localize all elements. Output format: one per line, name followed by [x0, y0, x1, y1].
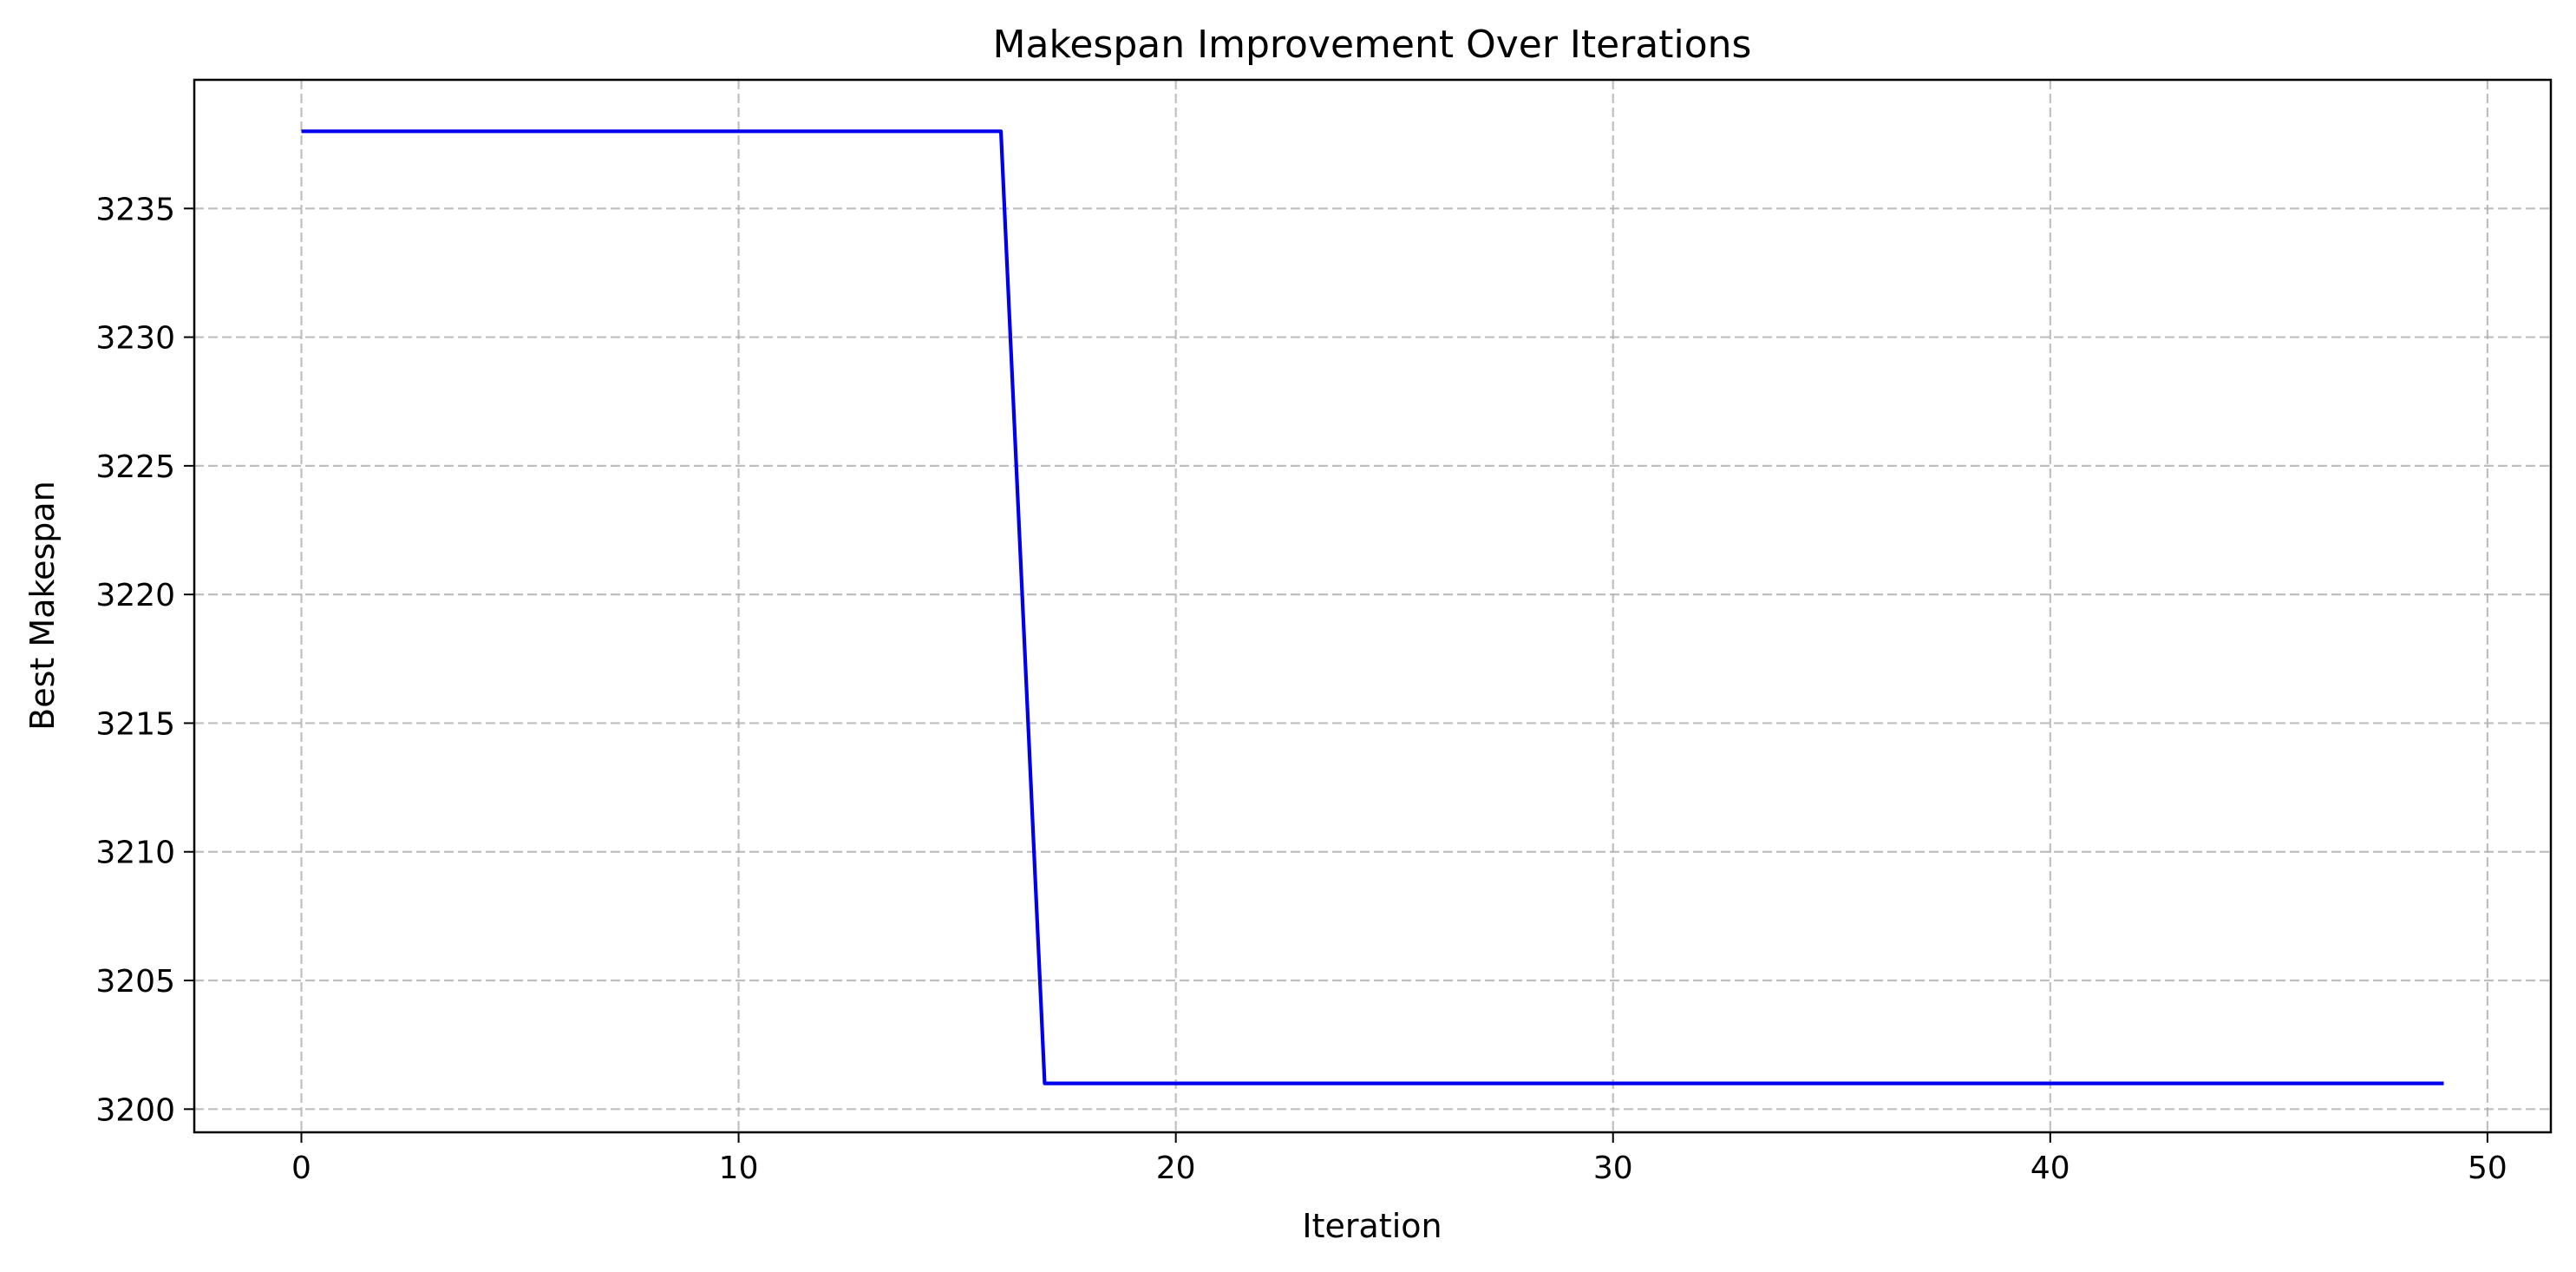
- grid: [194, 80, 2551, 1132]
- y-tick-label: 3230: [95, 321, 175, 357]
- y-tick-label: 3205: [95, 964, 175, 1000]
- axes-frame: [193, 78, 2553, 1134]
- y-tick-label: 3225: [95, 449, 175, 485]
- plot-area: [301, 129, 2444, 1085]
- y-tick-label: 3210: [95, 836, 175, 871]
- x-tick-label: 20: [1156, 1151, 1196, 1186]
- y-axis-label: Best Makespan: [23, 481, 62, 731]
- y-tick-label: 3215: [95, 706, 175, 742]
- x-tick-label: 10: [719, 1151, 759, 1186]
- y-tick-label: 3220: [95, 578, 175, 613]
- x-tick-label: 50: [2468, 1151, 2507, 1186]
- series-line-1: [301, 129, 2444, 1085]
- x-tick-label: 0: [291, 1151, 311, 1186]
- chart-title: Makespan Improvement Over Iterations: [993, 23, 1752, 67]
- x-axis-label: Iteration: [1302, 1207, 1442, 1245]
- y-tick-label: 3235: [95, 192, 175, 227]
- axis-ticks: 0 10 20 30 40 50 3200 3205 3210 3215 3220 3225 3230 3…: [95, 192, 2507, 1186]
- y-tick-label: 3200: [95, 1092, 175, 1128]
- x-tick-label: 30: [1593, 1151, 1633, 1186]
- x-tick-label: 40: [2030, 1151, 2070, 1186]
